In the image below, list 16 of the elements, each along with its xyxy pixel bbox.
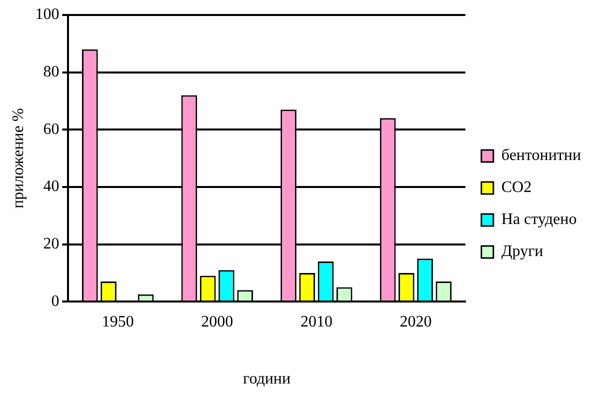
y-tick-label: 20 xyxy=(43,235,60,252)
x-tick-label: 2010 xyxy=(300,313,332,330)
y-tick-label: 60 xyxy=(43,120,60,138)
x-tick-label: 1950 xyxy=(102,313,134,330)
legend-label: бентонитни xyxy=(501,147,582,164)
y-tick-label: 0 xyxy=(51,292,60,310)
x-axis-title: години xyxy=(243,370,291,388)
x-tick-label: 2000 xyxy=(201,313,234,330)
legend-label: На студено xyxy=(501,211,577,228)
legend-label: Други xyxy=(501,243,544,260)
y-tick-label: 80 xyxy=(43,64,60,81)
x-tick-label: 2020 xyxy=(400,313,432,330)
y-axis-title: приложение % xyxy=(10,108,27,208)
y-tick-label: 100 xyxy=(35,6,60,24)
legend-label: CO2 xyxy=(501,179,532,196)
y-tick-label: 40 xyxy=(43,178,60,196)
